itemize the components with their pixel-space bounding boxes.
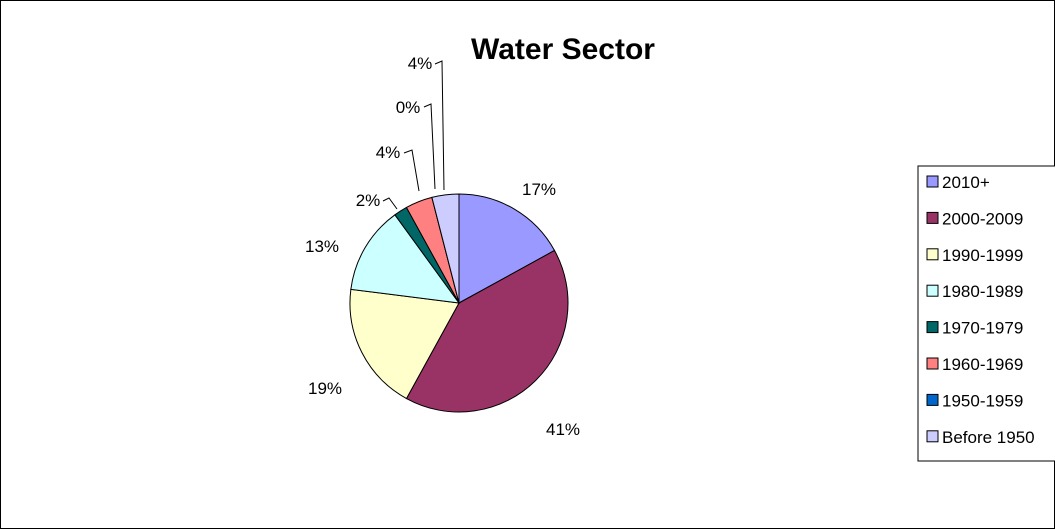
- data-label-1990-1999: 19%: [308, 379, 342, 398]
- chart-title: Water Sector: [471, 33, 655, 66]
- leader-line-1960-1969: [403, 149, 420, 192]
- slice-labels: 17% 41% 19% 13% 2% 4% 0% 4%: [305, 54, 580, 439]
- legend-swatch-1970-1979: [926, 321, 939, 334]
- legend-label-1980-1989: 1980-1989: [942, 282, 1023, 301]
- legend-label-1990-1999: 1990-1999: [942, 246, 1023, 265]
- pie-slice-before-1950: [431, 193, 460, 304]
- legend-box: [917, 165, 1055, 462]
- legend-swatch-2010: [926, 175, 939, 188]
- legend-swatch-before-1950: [926, 430, 939, 443]
- leader-line-1950-1959: [423, 103, 436, 190]
- leader-line-before-1950: [434, 60, 445, 191]
- legend-label-2010: 2010+: [942, 173, 990, 192]
- pie-slices: [349, 193, 569, 413]
- legend-swatch-1960-1969: [926, 357, 939, 370]
- pie-slice-2010: [458, 193, 556, 304]
- legend: 2010+ 2000-2009 1990-1999 1980-1989 1970-197…: [917, 165, 1055, 462]
- legend-label-before-1950: Before 1950: [942, 428, 1035, 447]
- leader-lines: [382, 60, 445, 210]
- data-label-2000-2009: 41%: [546, 420, 580, 439]
- data-label-1970-1979: 2%: [356, 191, 381, 210]
- legend-swatch-2000-2009: [926, 211, 939, 224]
- legend-items: 2010+ 2000-2009 1990-1999 1980-1989 1970-197…: [926, 173, 1035, 447]
- data-label-1980-1989: 13%: [305, 237, 339, 256]
- pie-slice-1980-1989: [350, 214, 461, 304]
- legend-swatch-1990-1999: [926, 248, 939, 261]
- legend-label-2000-2009: 2000-2009: [942, 209, 1023, 228]
- pie-slice-1990-1999: [349, 288, 460, 400]
- legend-label-1970-1979: 1970-1979: [942, 319, 1023, 338]
- legend-label-1950-1959: 1950-1959: [942, 391, 1023, 410]
- data-label-2010: 17%: [522, 180, 556, 199]
- legend-label-1960-1969: 1960-1969: [942, 355, 1023, 374]
- data-label-1950-1959: 0%: [396, 98, 421, 117]
- legend-swatch-1950-1959: [926, 393, 939, 406]
- data-label-before-1950: 4%: [408, 54, 433, 73]
- pie-slice-2000-2009: [405, 249, 569, 413]
- data-label-1960-1969: 4%: [376, 143, 401, 162]
- legend-swatch-1980-1989: [926, 284, 939, 297]
- leader-line-1970-1979: [382, 197, 398, 210]
